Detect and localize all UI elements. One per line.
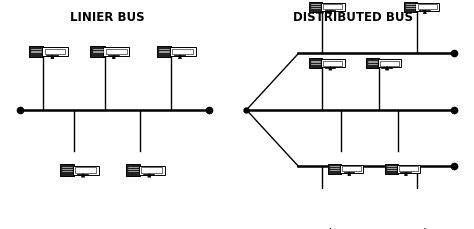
FancyBboxPatch shape (139, 166, 165, 175)
FancyBboxPatch shape (321, 3, 345, 11)
FancyBboxPatch shape (418, 223, 437, 228)
FancyBboxPatch shape (73, 166, 99, 175)
FancyBboxPatch shape (323, 4, 342, 9)
FancyBboxPatch shape (366, 58, 379, 68)
FancyBboxPatch shape (415, 3, 439, 11)
FancyBboxPatch shape (399, 166, 418, 171)
FancyBboxPatch shape (323, 61, 342, 66)
FancyBboxPatch shape (170, 47, 196, 56)
FancyBboxPatch shape (172, 49, 193, 54)
FancyBboxPatch shape (403, 2, 417, 12)
FancyBboxPatch shape (397, 165, 420, 173)
FancyBboxPatch shape (42, 47, 68, 56)
FancyBboxPatch shape (415, 221, 439, 229)
FancyBboxPatch shape (103, 47, 129, 56)
FancyBboxPatch shape (385, 164, 398, 174)
Text: LINIER BUS: LINIER BUS (70, 11, 145, 24)
FancyBboxPatch shape (328, 164, 341, 174)
FancyBboxPatch shape (309, 58, 322, 68)
FancyBboxPatch shape (60, 164, 74, 176)
FancyBboxPatch shape (29, 46, 43, 57)
FancyBboxPatch shape (340, 165, 364, 173)
FancyBboxPatch shape (403, 220, 417, 229)
FancyBboxPatch shape (378, 59, 401, 67)
FancyBboxPatch shape (380, 61, 399, 66)
FancyBboxPatch shape (91, 46, 105, 57)
FancyBboxPatch shape (45, 49, 65, 54)
FancyBboxPatch shape (418, 4, 437, 9)
FancyBboxPatch shape (126, 164, 140, 176)
FancyBboxPatch shape (156, 46, 171, 57)
FancyBboxPatch shape (141, 167, 162, 173)
FancyBboxPatch shape (75, 167, 96, 173)
Text: DISTRIBUTED BUS: DISTRIBUTED BUS (293, 11, 413, 24)
FancyBboxPatch shape (342, 166, 361, 171)
FancyBboxPatch shape (106, 49, 127, 54)
FancyBboxPatch shape (321, 221, 345, 229)
FancyBboxPatch shape (323, 223, 342, 228)
FancyBboxPatch shape (321, 59, 345, 67)
FancyBboxPatch shape (309, 2, 322, 12)
FancyBboxPatch shape (309, 220, 322, 229)
